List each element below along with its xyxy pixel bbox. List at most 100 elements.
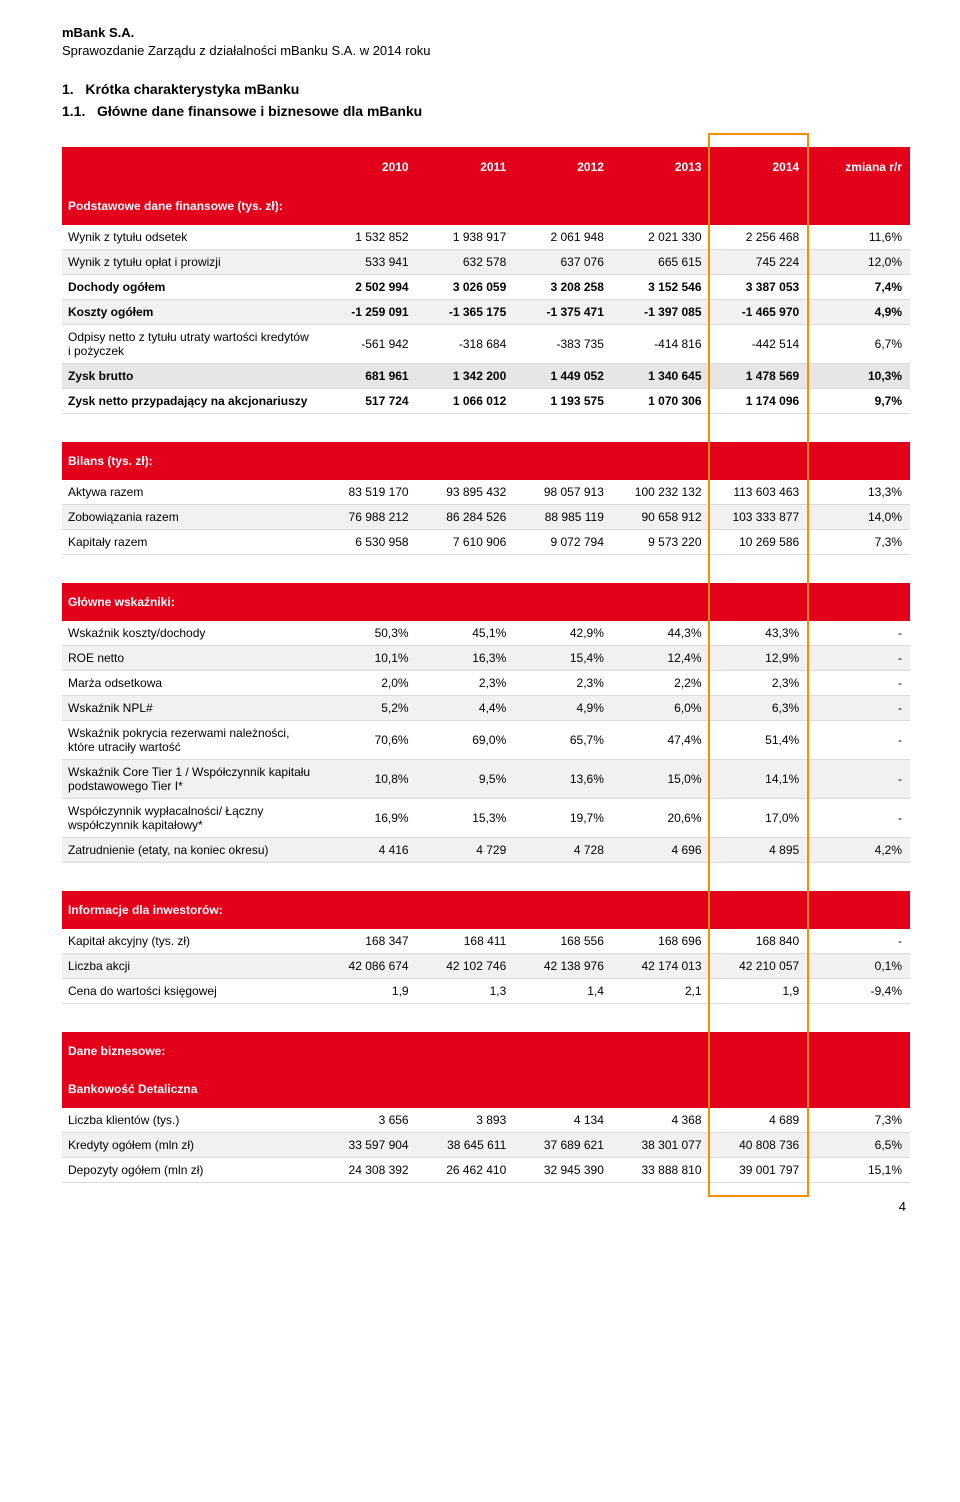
cell: 14,1% [710, 760, 808, 799]
cell: 2 021 330 [612, 225, 710, 250]
cell: 13,3% [807, 480, 910, 505]
cell: 4,4% [417, 696, 515, 721]
cell: 2 061 948 [514, 225, 612, 250]
header-year: 2013 [612, 147, 710, 187]
section-header-row: Dane biznesowe: [62, 1032, 910, 1070]
cell: 4,9% [807, 300, 910, 325]
cell: - [807, 799, 910, 838]
cell: 517 724 [319, 389, 417, 414]
cell: 45,1% [417, 621, 515, 646]
cell: 43,3% [710, 621, 808, 646]
cell: 1 532 852 [319, 225, 417, 250]
cell: 4 728 [514, 838, 612, 863]
cell: 681 961 [319, 364, 417, 389]
table-wrapper: 2010 2011 2012 2013 2014 zmiana r/r Pods… [62, 147, 910, 1183]
table-row: Cena do wartości księgowej1,91,31,42,11,… [62, 979, 910, 1004]
cell: 2,2% [612, 671, 710, 696]
cell: 637 076 [514, 250, 612, 275]
header-year: 2012 [514, 147, 612, 187]
section-header-label: Informacje dla inwestorów: [62, 891, 910, 929]
header-year: 2011 [417, 147, 515, 187]
section-header-row: Bilans (tys. zł): [62, 442, 910, 480]
table-row: Wynik z tytułu opłat i prowizji533 94163… [62, 250, 910, 275]
section-header-label: Dane biznesowe: [62, 1032, 910, 1070]
row-label: Wskaźnik pokrycia rezerwami należności, … [62, 721, 319, 760]
cell: 168 556 [514, 929, 612, 954]
cell: 39 001 797 [710, 1158, 808, 1183]
cell: 5,2% [319, 696, 417, 721]
cell: 1,9 [319, 979, 417, 1004]
table-row: Wynik z tytułu odsetek1 532 8521 938 917… [62, 225, 910, 250]
cell: 3 026 059 [417, 275, 515, 300]
cell: 90 658 912 [612, 505, 710, 530]
cell: 3 656 [319, 1108, 417, 1133]
cell: 10,1% [319, 646, 417, 671]
cell: 1,9 [710, 979, 808, 1004]
cell: 3 208 258 [514, 275, 612, 300]
table-row: Kredyty ogółem (mln zł)33 597 90438 645 … [62, 1133, 910, 1158]
cell: 12,4% [612, 646, 710, 671]
cell: 1 478 569 [710, 364, 808, 389]
cell: -1 465 970 [710, 300, 808, 325]
cell: 33 597 904 [319, 1133, 417, 1158]
cell: 70,6% [319, 721, 417, 760]
cell: 26 462 410 [417, 1158, 515, 1183]
cell: 1 340 645 [612, 364, 710, 389]
cell: 168 411 [417, 929, 515, 954]
cell: 1 193 575 [514, 389, 612, 414]
table-row: Zysk brutto681 9611 342 2001 449 0521 34… [62, 364, 910, 389]
cell: 10,3% [807, 364, 910, 389]
cell: -383 735 [514, 325, 612, 364]
header-year: 2014 [710, 147, 808, 187]
cell: 15,1% [807, 1158, 910, 1183]
cell: - [807, 760, 910, 799]
table-row: Liczba klientów (tys.)3 6563 8934 1344 3… [62, 1108, 910, 1133]
table-row: Aktywa razem83 519 17093 895 43298 057 9… [62, 480, 910, 505]
cell: 1 070 306 [612, 389, 710, 414]
row-label: Wskaźnik NPL# [62, 696, 319, 721]
table-row: Wskaźnik NPL#5,2%4,4%4,9%6,0%6,3%- [62, 696, 910, 721]
sub-section-header-label: Bankowość Detaliczna [62, 1070, 910, 1108]
table-row: Koszty ogółem-1 259 091-1 365 175-1 375 … [62, 300, 910, 325]
table-row: Kapitał akcyjny (tys. zł)168 347168 4111… [62, 929, 910, 954]
table-row: Wskaźnik Core Tier 1 / Współczynnik kapi… [62, 760, 910, 799]
cell: 9,7% [807, 389, 910, 414]
cell: 2,1 [612, 979, 710, 1004]
cell: 20,6% [612, 799, 710, 838]
table-row: Zobowiązania razem76 988 21286 284 52688… [62, 505, 910, 530]
cell: 37 689 621 [514, 1133, 612, 1158]
cell: 76 988 212 [319, 505, 417, 530]
cell: 2 502 994 [319, 275, 417, 300]
cell: 9,5% [417, 760, 515, 799]
cell: 42 210 057 [710, 954, 808, 979]
section-header-row: Podstawowe dane finansowe (tys. zł): [62, 187, 910, 225]
cell: 40 808 736 [710, 1133, 808, 1158]
cell: 11,6% [807, 225, 910, 250]
cell: 168 696 [612, 929, 710, 954]
cell: 47,4% [612, 721, 710, 760]
cell: 51,4% [710, 721, 808, 760]
document-subtitle: Sprawozdanie Zarządu z działalności mBan… [62, 42, 910, 60]
cell: 69,0% [417, 721, 515, 760]
cell: 19,7% [514, 799, 612, 838]
page-number: 4 [62, 1199, 910, 1214]
cell: 7,3% [807, 530, 910, 555]
row-label: Odpisy netto z tytułu utraty wartości kr… [62, 325, 319, 364]
row-label: Marża odsetkowa [62, 671, 319, 696]
cell: 42 174 013 [612, 954, 710, 979]
cell: 15,3% [417, 799, 515, 838]
row-label: Koszty ogółem [62, 300, 319, 325]
cell: 16,3% [417, 646, 515, 671]
cell: -1 365 175 [417, 300, 515, 325]
cell: 86 284 526 [417, 505, 515, 530]
cell: 42,9% [514, 621, 612, 646]
table-row: Odpisy netto z tytułu utraty wartości kr… [62, 325, 910, 364]
cell: 15,0% [612, 760, 710, 799]
row-label: Liczba klientów (tys.) [62, 1108, 319, 1133]
cell: 1,4 [514, 979, 612, 1004]
row-label: Wynik z tytułu odsetek [62, 225, 319, 250]
cell: 4 895 [710, 838, 808, 863]
sub-section-header-row: Bankowość Detaliczna [62, 1070, 910, 1108]
cell: 2,0% [319, 671, 417, 696]
cell: 6 530 958 [319, 530, 417, 555]
